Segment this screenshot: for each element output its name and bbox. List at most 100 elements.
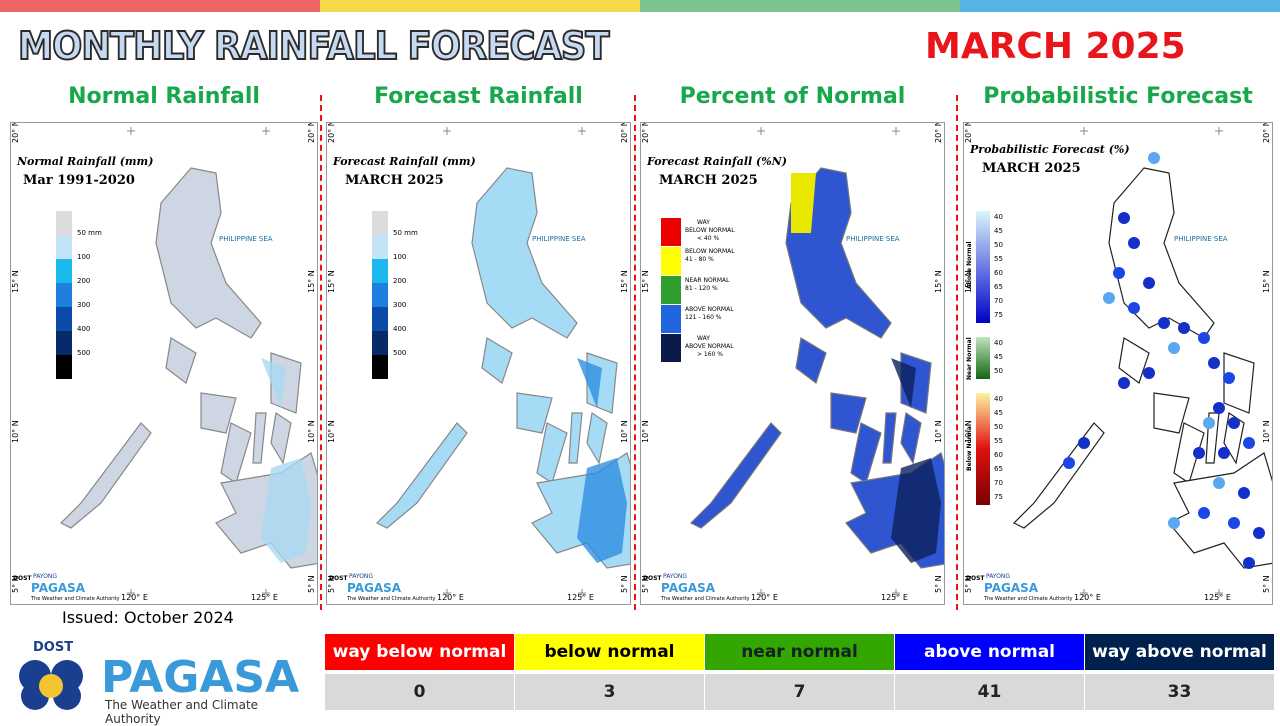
landmass-highlight [261,358,311,563]
legend-label: 50 mm [393,229,418,237]
divider [320,95,322,610]
lat-label: 15° N [307,270,316,293]
legend-swatch [56,235,72,259]
map-title: Forecast Rainfall (mm) [333,155,476,168]
lat-label: 15° N [934,270,943,293]
legend-label: 300 [77,301,91,309]
grid-cross [892,589,900,597]
grid-cross [262,127,270,135]
map-title: Probabilistic Forecast (%) [970,143,1130,156]
legend-tick: 55 [994,255,1003,263]
map-logo-brand-top: PAYONG [33,573,58,580]
legend-swatch [56,331,72,355]
panel-title: Normal Rainfall [68,84,260,109]
lat-label: 20° N [964,122,973,143]
station-dot [1143,367,1155,379]
station-dot [1113,267,1125,279]
legend-tick: 65 [994,465,1003,473]
strip [0,0,320,12]
lat-label: 20° N [620,122,629,143]
lat-label: 15° N [1262,270,1271,293]
legend-tick: 40 [994,339,1003,347]
map-panel: 20° N 20° N 15° N 15° N 10° N 10° N 5° N 5° N 12… [326,122,631,605]
station-dot [1103,292,1115,304]
station-dot [1228,417,1240,429]
station-dot [1118,377,1130,389]
legend-swatch [56,259,72,283]
map-logo-brand-top: PAYONG [986,573,1011,580]
map-logo-brand: PAGASA [347,581,402,595]
legend-swatch [372,259,388,283]
map-logo-tagline: The Weather and Climate Authority [661,596,750,602]
legend-group: Above Normal [966,241,973,289]
grid-cross [1215,589,1223,597]
map-logo-brand-top: PAYONG [349,573,374,580]
panel-title: Forecast Rainfall [374,84,583,109]
legend-tick: 75 [994,311,1003,319]
grid-cross [262,589,270,597]
lat-label: 15° N [620,270,629,293]
station-dot [1218,447,1230,459]
lat-label: 10° N [307,420,316,443]
map-logo-brand: PAGASA [661,581,716,595]
lat-label: 15° N [11,270,20,293]
legend-label: 300 [393,301,407,309]
map-logo-agency: DOST [643,575,662,582]
station-dot [1243,437,1255,449]
table-header: above normal [895,634,1085,670]
legend-tick: 60 [994,269,1003,277]
legend-label: WAY [697,219,710,226]
lat-label: 10° N [934,420,943,443]
lat-label: 10° N [327,420,336,443]
station-dot [1168,517,1180,529]
map-subtitle: MARCH 2025 [345,173,444,188]
lon-label: 125° E [1204,593,1231,602]
logo: DOST PAGASA The Weather and Climate Auth… [15,638,310,726]
legend-bar [976,337,990,379]
lon-label: 120° E [121,593,148,602]
grid-cross [578,127,586,135]
legend-label: 500 [77,349,91,357]
station-dot [1063,457,1075,469]
sea-label: PHILIPPINE SEA [846,235,900,243]
divider [956,95,958,610]
sea-label: PHILIPPINE SEA [532,235,586,243]
legend-label: 81 - 120 % [685,285,718,292]
map-logo-tagline: The Weather and Climate Authority [984,596,1073,602]
legend-swatch [372,307,388,331]
period: MARCH 2025 [925,26,1186,67]
map-subtitle: MARCH 2025 [659,173,758,188]
map-panel: 20° N 20° N 15° N 15° N 10° N 10° N 5° N 5° N 12… [10,122,318,605]
grid-cross [443,127,451,135]
legend-swatch [372,331,388,355]
legend-tick: 50 [994,423,1003,431]
legend-swatch [56,211,72,235]
lon-label: 120° E [1074,593,1101,602]
landmass-highlight [791,173,816,233]
grid-cross [127,127,135,135]
table-count: 3 [515,674,705,710]
legend-label: 500 [393,349,407,357]
legend-tick: 40 [994,213,1003,221]
table-count: 0 [325,674,515,710]
legend-tick: 45 [994,409,1003,417]
legend-group: Below Normal [966,424,973,471]
station-dot [1208,357,1220,369]
legend-label: BELOW NORMAL [685,248,735,255]
station-dot [1243,557,1255,569]
sea-label: PHILIPPINE SEA [1174,235,1228,243]
grid-cross [443,589,451,597]
lat-label: 5° N [307,575,316,593]
station-dot [1198,507,1210,519]
map-logo-agency: DOST [966,575,985,582]
map-logo-agency: DOST [13,575,32,582]
station-dot [1118,212,1130,224]
table-count: 41 [895,674,1085,710]
legend-tick: 55 [994,437,1003,445]
map-subtitle: MARCH 2025 [982,161,1081,176]
legend-tick: 45 [994,227,1003,235]
legend-label: 50 mm [77,229,102,237]
legend-swatch [56,355,72,379]
logo-agency: DOST [33,640,74,655]
